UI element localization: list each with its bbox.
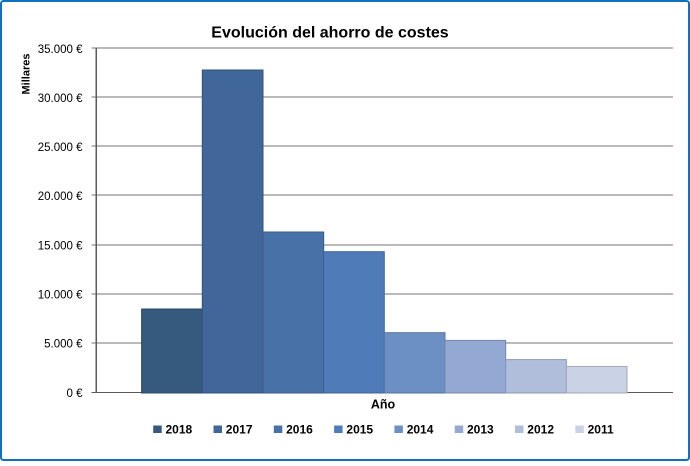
- svg-text:Evolución del ahorro de costes: Evolución del ahorro de costes: [211, 25, 448, 42]
- svg-text:2018: 2018: [166, 422, 193, 436]
- svg-text:5.000 €: 5.000 €: [44, 339, 83, 351]
- svg-text:2016: 2016: [286, 422, 313, 436]
- svg-text:2015: 2015: [346, 422, 373, 436]
- svg-text:20.000 €: 20.000 €: [38, 191, 83, 203]
- svg-text:15.000 €: 15.000 €: [38, 240, 83, 252]
- svg-text:2012: 2012: [527, 422, 554, 436]
- svg-text:2017: 2017: [226, 422, 253, 436]
- svg-text:30.000 €: 30.000 €: [38, 93, 83, 105]
- svg-text:25.000 €: 25.000 €: [38, 142, 83, 154]
- svg-text:0 €: 0 €: [67, 388, 84, 400]
- svg-text:Millares: Millares: [21, 54, 33, 95]
- svg-text:10.000 €: 10.000 €: [38, 290, 83, 302]
- svg-text:2011: 2011: [588, 422, 614, 436]
- svg-text:Año: Año: [371, 397, 396, 411]
- svg-text:2013: 2013: [467, 422, 494, 436]
- svg-text:2014: 2014: [407, 422, 434, 436]
- svg-text:35.000 €: 35.000 €: [38, 44, 83, 56]
